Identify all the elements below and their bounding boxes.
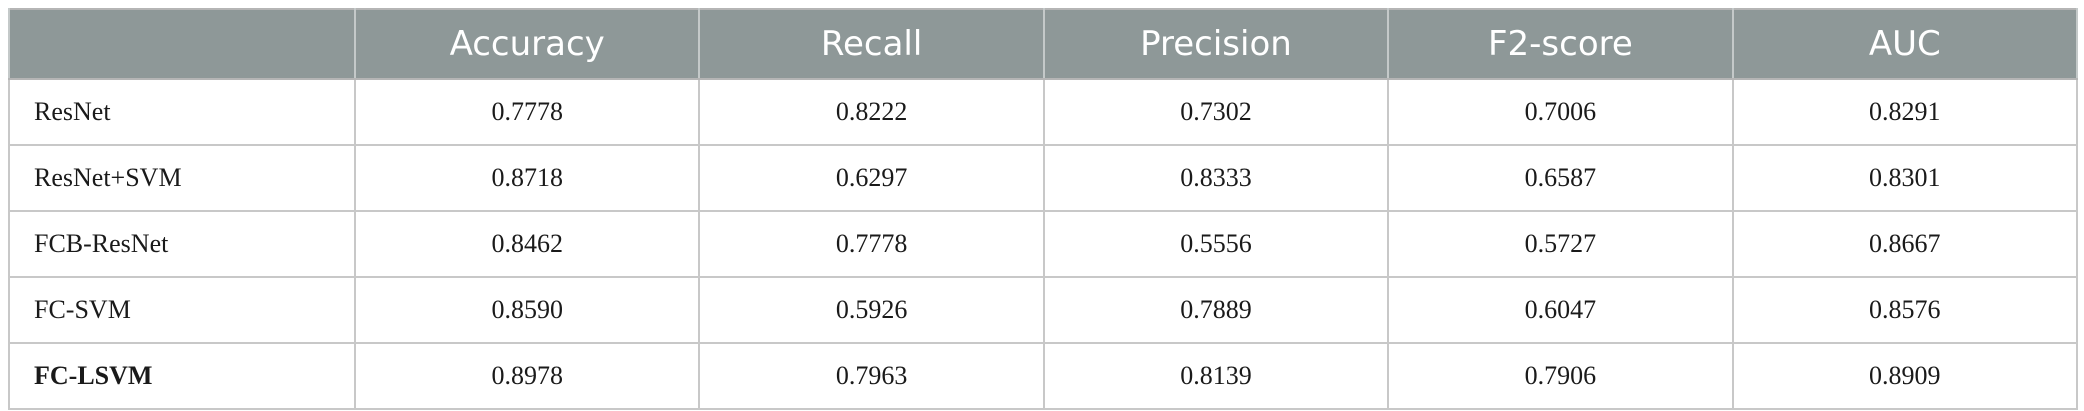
- precision-cell: 0.5556: [1042, 210, 1390, 278]
- header-cell-empty: [8, 9, 356, 80]
- header-f2-score: F2-score: [1387, 9, 1734, 80]
- precision-cell: 0.7302: [1042, 78, 1390, 146]
- recall-cell: 0.6297: [698, 144, 1045, 212]
- row-label: FC-SVM: [8, 276, 356, 344]
- auc-cell: 0.8909: [1731, 342, 2078, 410]
- header-accuracy: Accuracy: [353, 9, 701, 80]
- precision-cell: 0.7889: [1042, 276, 1390, 344]
- header-recall: Recall: [698, 9, 1045, 80]
- row-label: ResNet: [8, 78, 356, 146]
- f2-score-cell: 0.6047: [1387, 276, 1734, 344]
- f2-score-cell: 0.5727: [1387, 210, 1734, 278]
- row-label: FCB-ResNet: [8, 210, 356, 278]
- auc-cell: 0.8301: [1731, 144, 2078, 212]
- table-body: ResNet 0.7778 0.8222 0.7302 0.7006 0.829…: [8, 78, 2078, 410]
- f2-score-cell: 0.6587: [1387, 144, 1734, 212]
- results-table: Accuracy Recall Precision F2-score AUC R…: [8, 8, 2078, 410]
- accuracy-cell: 0.8718: [353, 144, 701, 212]
- auc-cell: 0.8576: [1731, 276, 2078, 344]
- recall-cell: 0.5926: [698, 276, 1045, 344]
- row-label: FC-LSVM: [8, 342, 356, 410]
- results-table-container: Accuracy Recall Precision F2-score AUC R…: [8, 8, 2078, 410]
- table-header: Accuracy Recall Precision F2-score AUC: [8, 9, 2078, 80]
- table-row: FCB-ResNet 0.8462 0.7778 0.5556 0.5727 0…: [8, 210, 2078, 278]
- recall-cell: 0.7963: [698, 342, 1045, 410]
- accuracy-cell: 0.7778: [353, 78, 701, 146]
- recall-cell: 0.8222: [698, 78, 1045, 146]
- header-precision: Precision: [1042, 9, 1390, 80]
- accuracy-cell: 0.8462: [353, 210, 701, 278]
- auc-cell: 0.8667: [1731, 210, 2078, 278]
- f2-score-cell: 0.7006: [1387, 78, 1734, 146]
- header-row: Accuracy Recall Precision F2-score AUC: [8, 9, 2078, 80]
- row-label: ResNet+SVM: [8, 144, 356, 212]
- table-row: ResNet 0.7778 0.8222 0.7302 0.7006 0.829…: [8, 78, 2078, 146]
- header-auc: AUC: [1731, 9, 2078, 80]
- table-row: ResNet+SVM 0.8718 0.6297 0.8333 0.6587 0…: [8, 144, 2078, 212]
- table-row: FC-LSVM 0.8978 0.7963 0.8139 0.7906 0.89…: [8, 342, 2078, 410]
- auc-cell: 0.8291: [1731, 78, 2078, 146]
- f2-score-cell: 0.7906: [1387, 342, 1734, 410]
- recall-cell: 0.7778: [698, 210, 1045, 278]
- accuracy-cell: 0.8590: [353, 276, 701, 344]
- precision-cell: 0.8139: [1042, 342, 1390, 410]
- precision-cell: 0.8333: [1042, 144, 1390, 212]
- table-row: FC-SVM 0.8590 0.5926 0.7889 0.6047 0.857…: [8, 276, 2078, 344]
- accuracy-cell: 0.8978: [353, 342, 701, 410]
